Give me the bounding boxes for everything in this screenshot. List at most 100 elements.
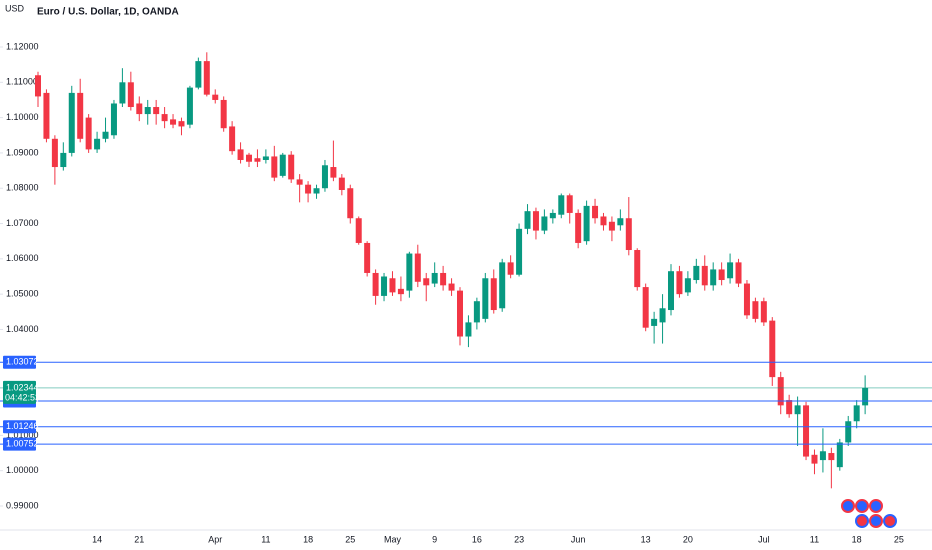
candle-body <box>507 262 514 275</box>
candle-body <box>642 287 649 328</box>
candle-body <box>777 377 784 406</box>
candle-body <box>794 405 801 415</box>
candle-body <box>836 442 843 468</box>
candle-body <box>364 242 371 273</box>
candle-body <box>608 221 615 231</box>
candle-body <box>583 205 590 242</box>
x-tick-label: 21 <box>134 534 144 544</box>
candle-body <box>338 177 345 190</box>
candle-body <box>321 165 328 189</box>
candle-body <box>532 211 539 231</box>
y-tick-label: 1.05000 <box>6 289 39 299</box>
candle-body <box>735 262 742 284</box>
x-tick-label: Jul <box>758 534 770 544</box>
candle-body <box>237 149 244 160</box>
candle-body <box>760 301 767 323</box>
candle-body <box>811 454 818 464</box>
candle-body <box>701 265 708 286</box>
candle-body <box>423 278 430 286</box>
last-price-tag <box>3 380 36 404</box>
candle-body <box>229 126 236 152</box>
candle-body <box>288 154 295 180</box>
price-line-label: 1.00752 <box>6 439 39 449</box>
candle-body <box>862 387 869 406</box>
x-tick-label: 9 <box>432 534 437 544</box>
candle-body <box>313 188 320 194</box>
candle-body <box>853 405 860 422</box>
candle-body <box>617 218 624 226</box>
candle-body <box>94 138 101 150</box>
candle-body <box>845 421 852 443</box>
candle-body <box>592 205 599 219</box>
candle-body <box>262 156 269 160</box>
candle-body <box>676 271 683 295</box>
candle-body <box>406 253 413 291</box>
candle-body <box>186 87 193 125</box>
candle-body <box>153 107 160 115</box>
candle-body <box>271 156 278 178</box>
price-line-tag <box>3 437 36 451</box>
candle-body <box>575 212 582 243</box>
candle-body <box>279 154 286 176</box>
candle-body <box>448 283 455 291</box>
candle-body <box>819 451 826 461</box>
candle-body <box>195 61 202 88</box>
candle-body <box>305 184 312 194</box>
currency-label: USD <box>5 3 25 13</box>
x-tick-label: 16 <box>472 534 482 544</box>
price-line-label: 1.03072 <box>6 357 39 367</box>
candle-body <box>372 272 379 296</box>
x-tick-label: 25 <box>894 534 904 544</box>
candle-body <box>693 265 700 281</box>
candle-body <box>355 218 362 243</box>
candle-body <box>718 269 725 281</box>
candle-body <box>43 92 50 139</box>
candle-body <box>651 318 658 326</box>
candle-body <box>110 103 117 136</box>
candle-body <box>220 99 227 129</box>
x-tick-label: 23 <box>514 534 524 544</box>
y-tick-label: 1.11000 <box>6 77 38 87</box>
x-tick-label: 18 <box>303 534 313 544</box>
candle-body <box>144 107 151 115</box>
candle-body <box>684 278 691 293</box>
y-tick-label: 1.10000 <box>6 112 39 122</box>
candle-body <box>769 320 776 378</box>
candle-body <box>668 271 674 311</box>
candle-body <box>440 272 447 286</box>
candle-body <box>710 269 717 286</box>
candle-body <box>35 75 41 97</box>
candle-body <box>803 405 810 457</box>
candle-body <box>786 400 793 415</box>
event-icons <box>841 499 897 528</box>
x-tick-label: Apr <box>208 534 222 544</box>
price-line-label: 1.01246 <box>6 421 39 431</box>
price-line-tag <box>3 420 36 434</box>
candle-body <box>381 276 388 296</box>
x-tick-label: 11 <box>261 534 270 544</box>
candle-body <box>296 179 303 185</box>
candle-body <box>85 117 92 150</box>
y-tick-label: 0.99000 <box>6 500 39 510</box>
candle-body <box>490 278 497 311</box>
candle-body <box>414 253 421 282</box>
candle-body <box>170 119 177 125</box>
candle-body <box>60 152 67 168</box>
candle-body <box>431 272 438 284</box>
candle-body <box>389 278 396 293</box>
candle-body <box>465 322 472 337</box>
y-tick-label: 1.04000 <box>6 324 39 334</box>
y-tick-label: 1.01000 <box>6 430 39 440</box>
candle-body <box>51 138 58 168</box>
candle-body <box>397 288 404 295</box>
candle-body <box>457 290 463 337</box>
chart-title: Euro / U.S. Dollar, 1D, OANDA <box>37 7 179 18</box>
candle-body <box>524 211 531 229</box>
y-tick-label: 1.07000 <box>6 218 39 228</box>
candle-body <box>330 167 337 178</box>
candle-body <box>516 228 523 275</box>
x-tick-label: 25 <box>345 534 355 544</box>
candle-body <box>634 250 641 288</box>
